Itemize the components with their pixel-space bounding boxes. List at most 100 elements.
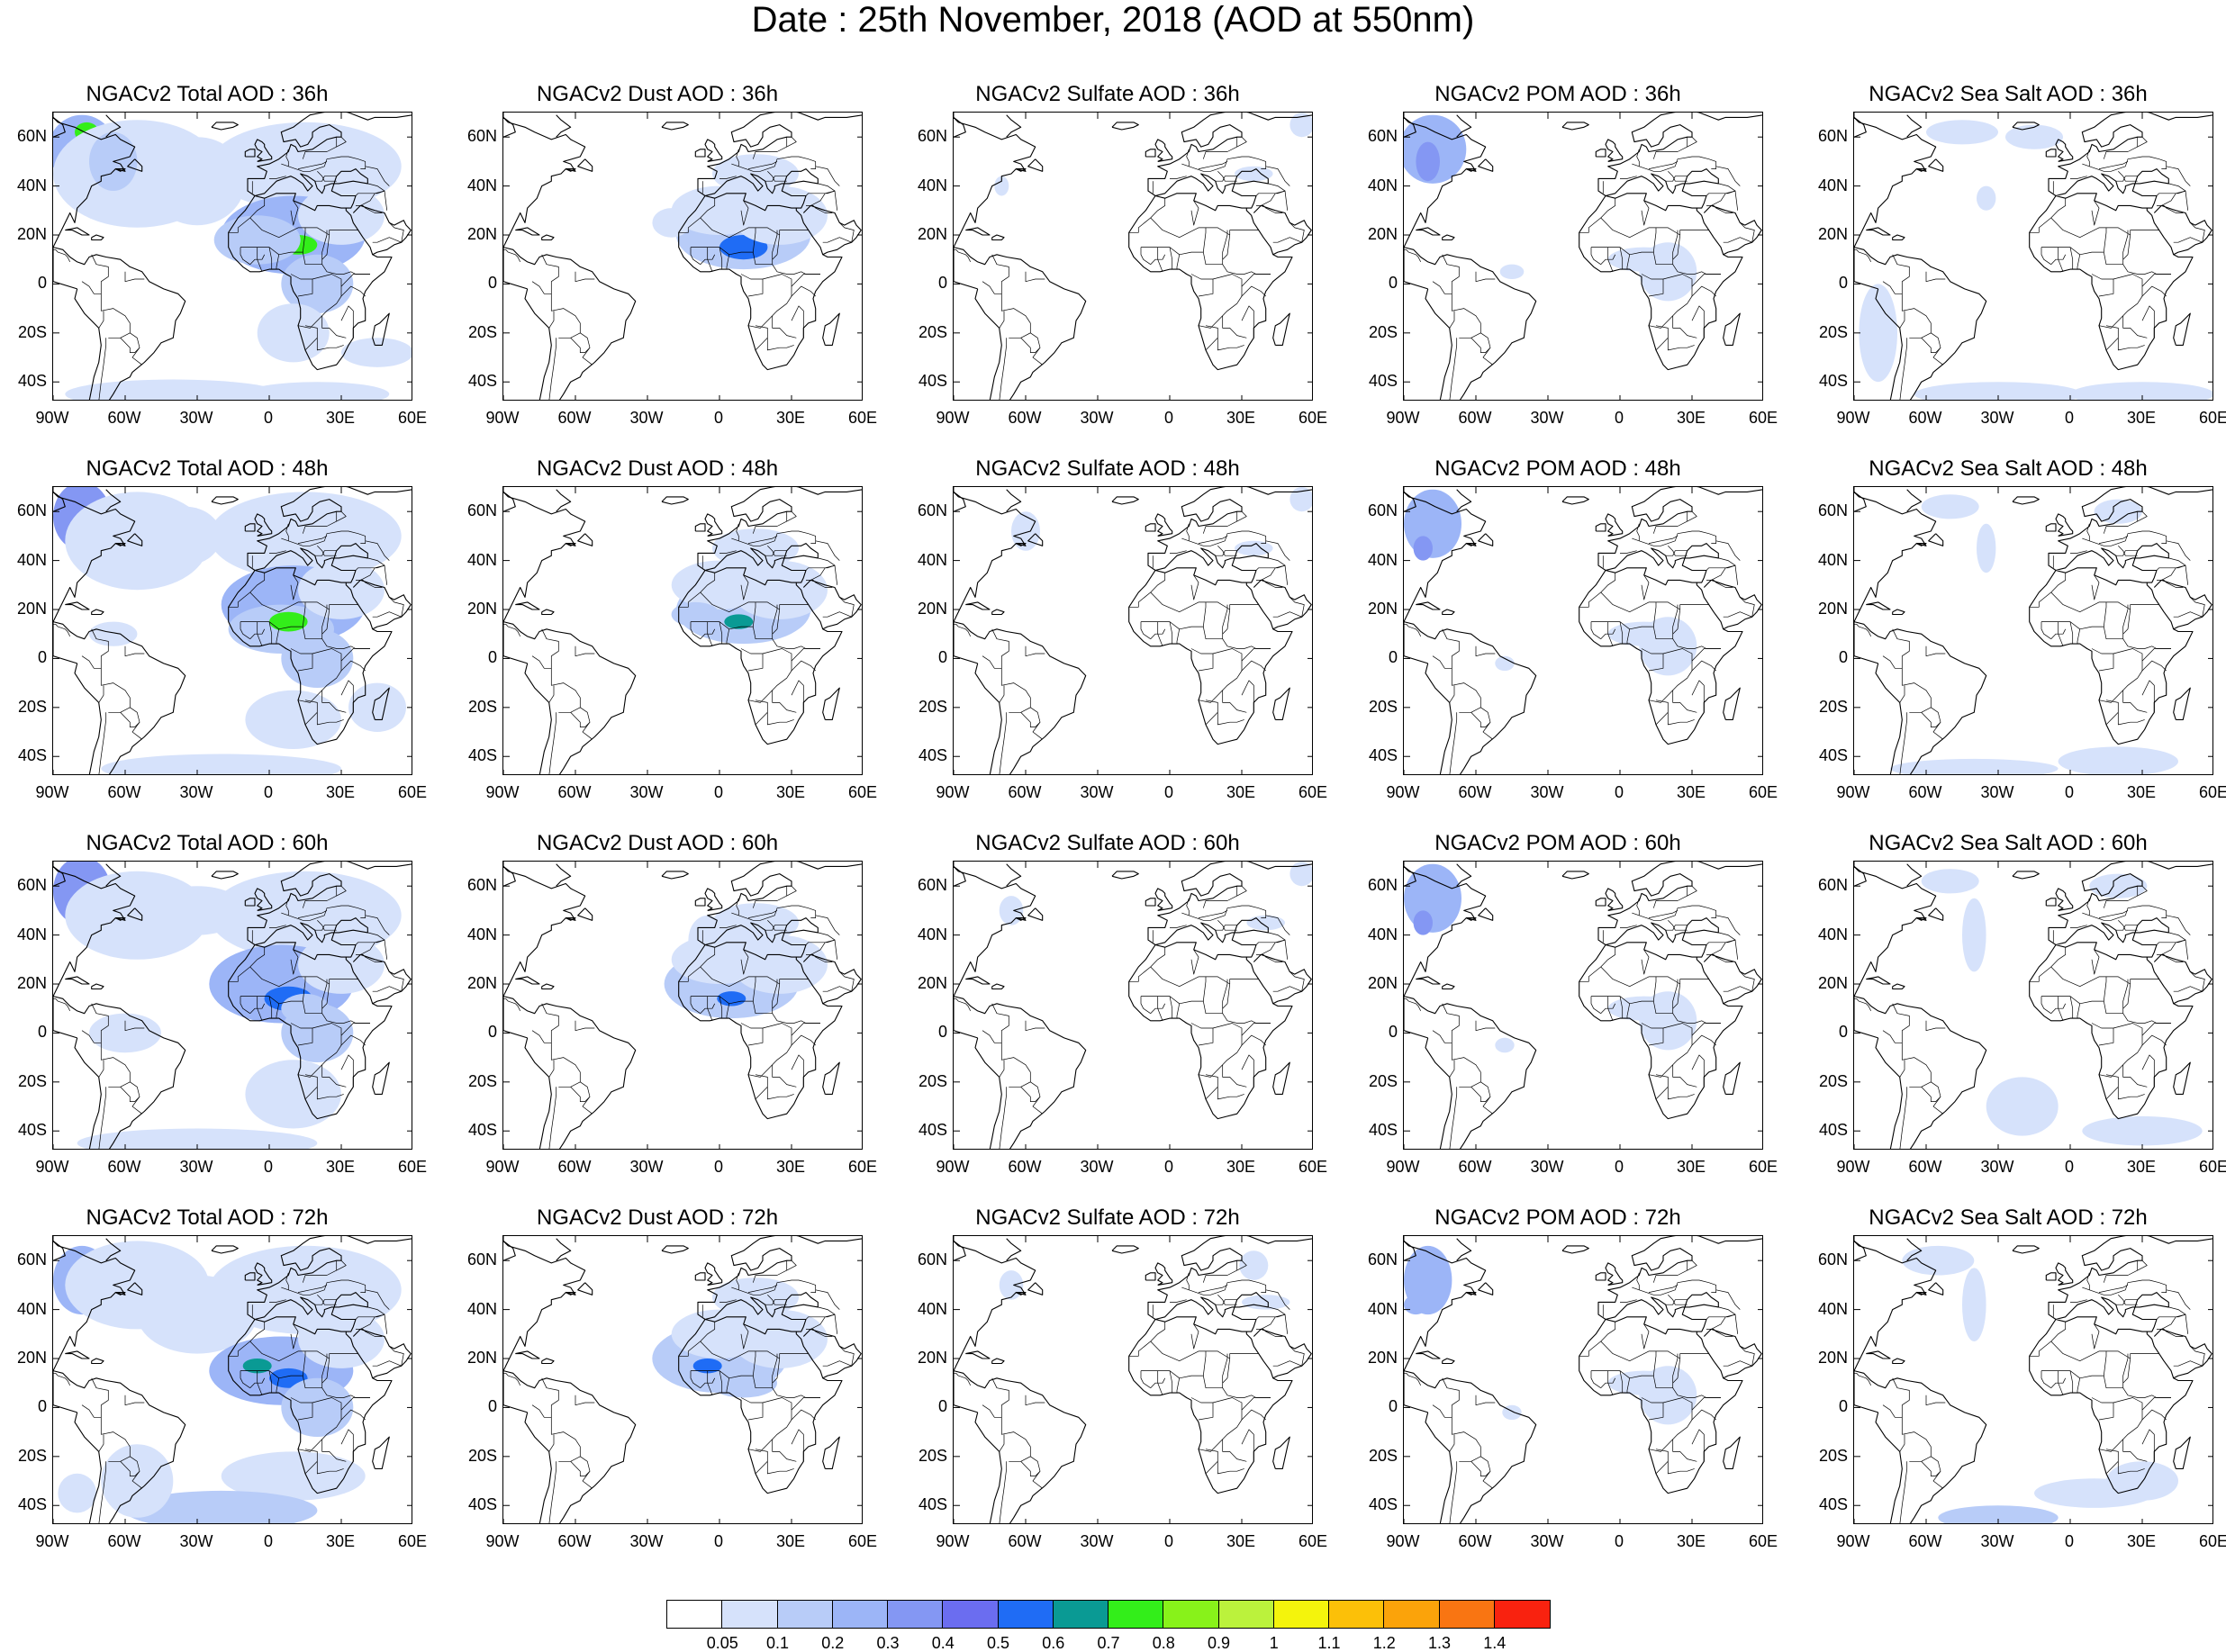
coastline <box>697 113 862 196</box>
aod-plume <box>1235 540 1273 556</box>
country-border <box>982 1003 1009 1043</box>
country-border <box>1215 1299 1237 1305</box>
country-border <box>1186 1272 1190 1290</box>
lon-label: 30E <box>1676 783 1706 801</box>
lat-label: 60N <box>1367 1250 1398 1269</box>
colorbar-box <box>667 1601 723 1628</box>
coastline <box>1404 996 1428 1039</box>
country-border <box>719 550 737 554</box>
map-frame <box>52 112 412 401</box>
coastline <box>1147 113 1312 196</box>
coastline <box>1875 1037 1903 1149</box>
country-border <box>1169 996 1173 1019</box>
lon-label: 90W <box>1836 409 1870 427</box>
country-border <box>2050 966 2106 988</box>
country-border <box>1901 1043 1943 1115</box>
lon-label: 90W <box>1836 1532 1870 1550</box>
country-border <box>302 227 306 253</box>
lon-label: 30W <box>1530 1532 1564 1550</box>
country-border <box>766 338 794 351</box>
country-border <box>276 254 280 270</box>
country-border <box>747 648 792 703</box>
country-border <box>755 700 768 726</box>
country-border <box>503 248 521 263</box>
lon-label: 30E <box>775 1532 806 1550</box>
coastline <box>65 976 90 985</box>
lon-label: 0 <box>1614 409 1624 427</box>
country-border <box>1668 920 1688 931</box>
coastline <box>1478 533 1494 546</box>
country-border <box>815 540 840 561</box>
country-border <box>772 315 797 339</box>
country-border <box>2157 205 2184 213</box>
country-border <box>1691 1409 1716 1421</box>
coastline <box>1892 1358 1905 1365</box>
aod-plume <box>58 1473 96 1513</box>
country-border <box>1169 621 1173 645</box>
coastline <box>1006 1238 1022 1261</box>
coastline <box>1928 1282 1944 1295</box>
country-border <box>1198 1397 1243 1452</box>
aod-plume <box>101 754 341 774</box>
aod-plume <box>1495 655 1515 672</box>
coastline <box>822 687 840 720</box>
lon-label: 30W <box>179 1532 213 1550</box>
coastline <box>1595 523 1606 532</box>
country-border <box>1459 1456 1481 1462</box>
country-border <box>321 1439 347 1462</box>
country-border <box>747 161 778 169</box>
country-border <box>1711 190 1739 211</box>
coastline <box>1027 533 1044 546</box>
country-border <box>1636 898 1640 916</box>
colorbar-box <box>1108 1601 1164 1628</box>
country-border <box>1241 274 1271 287</box>
country-border <box>806 580 833 588</box>
country-border <box>772 983 781 1009</box>
country-border <box>791 648 820 662</box>
lon-label: 0 <box>713 783 723 801</box>
coastline <box>1154 168 1269 212</box>
coastline <box>1597 1236 1762 1320</box>
country-border <box>2157 1329 2184 1337</box>
country-border <box>2077 254 2081 270</box>
aod-plume <box>125 1490 318 1523</box>
lat-label: 60N <box>16 501 47 520</box>
country-border <box>1241 1034 1266 1046</box>
country-border <box>1459 332 1481 339</box>
country-border <box>1672 234 1681 260</box>
country-border <box>1186 523 1190 541</box>
coastline <box>53 1241 136 1371</box>
coastline <box>678 570 843 745</box>
country-border <box>726 1377 730 1394</box>
country-border <box>2173 222 2205 243</box>
country-border <box>2117 712 2145 726</box>
country-border <box>285 898 289 916</box>
coastline <box>954 1240 966 1261</box>
country-border <box>100 293 142 366</box>
coastline <box>372 1436 390 1469</box>
coastline <box>2029 1319 2194 1494</box>
coastline <box>1854 492 1937 622</box>
coastline <box>127 158 143 172</box>
country-border <box>1590 621 1601 639</box>
country-border <box>1217 1087 1244 1100</box>
country-border <box>1668 171 1688 182</box>
country-border <box>575 271 595 283</box>
coastline <box>74 288 102 400</box>
coastline <box>1854 1240 1867 1261</box>
country-border <box>1404 623 1422 637</box>
country-border <box>1648 536 1679 544</box>
coastline <box>1605 543 1719 586</box>
country-border <box>719 996 723 1019</box>
country-border <box>766 1087 794 1100</box>
country-border <box>321 979 328 1014</box>
aod-plume <box>149 506 222 565</box>
country-border <box>2105 1074 2119 1100</box>
panel-title: NGACv2 Sulfate AOD : 48h <box>975 456 1240 481</box>
country-border <box>982 254 1009 294</box>
country-border <box>810 1313 838 1334</box>
lon-label: 90W <box>1386 1532 1420 1550</box>
country-border <box>321 1064 347 1088</box>
colorbar-label: 0.7 <box>1097 1634 1120 1652</box>
coastline <box>2029 570 2194 745</box>
